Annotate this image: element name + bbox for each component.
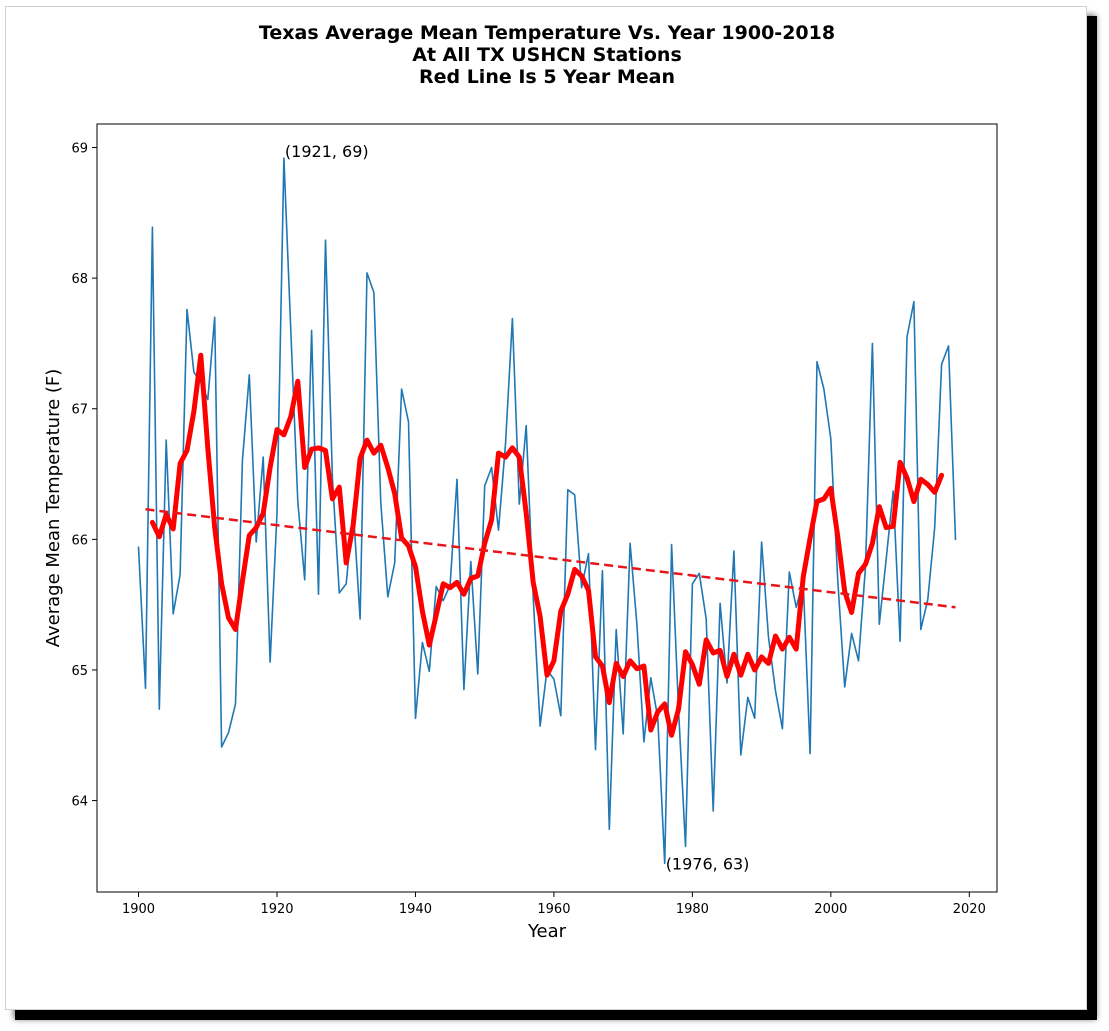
y-tick-label: 64 bbox=[71, 795, 88, 810]
x-tick-label: 1960 bbox=[537, 902, 570, 917]
chart-title-line-2: At All TX USHCN Stations bbox=[412, 44, 682, 66]
y-tick-label: 66 bbox=[71, 533, 88, 548]
annotation-label: (1921, 69) bbox=[285, 142, 369, 161]
plot-border bbox=[96, 123, 998, 893]
x-axis-label: Year bbox=[527, 921, 567, 942]
annotation-label: (1976, 63) bbox=[666, 854, 750, 873]
y-tick-label: 67 bbox=[71, 403, 88, 418]
x-tick-label: 1980 bbox=[676, 902, 709, 917]
y-tick-label: 65 bbox=[71, 664, 88, 679]
chart-title-line-3: Red Line Is 5 Year Mean bbox=[419, 66, 675, 88]
figure-frame bbox=[5, 6, 1087, 1010]
x-tick-label: 2000 bbox=[814, 902, 847, 917]
x-tick-label: 1920 bbox=[260, 902, 293, 917]
y-axis-label: Average Mean Temperature (F) bbox=[43, 369, 64, 648]
x-tick-label: 1940 bbox=[399, 902, 432, 917]
chart-title-line-1: Texas Average Mean Temperature Vs. Year … bbox=[259, 22, 835, 44]
x-tick-label: 1900 bbox=[122, 902, 155, 917]
five-year-mean-line bbox=[149, 352, 945, 738]
y-tick-label: 68 bbox=[71, 272, 88, 287]
y-tick-label: 69 bbox=[71, 142, 88, 157]
plot-area: 1900 1920 1940 1960 1980 2000 2020 64 65 66 67 68 69… bbox=[71, 123, 998, 917]
x-tick-label: 2020 bbox=[953, 902, 986, 917]
trend-line bbox=[145, 508, 956, 609]
